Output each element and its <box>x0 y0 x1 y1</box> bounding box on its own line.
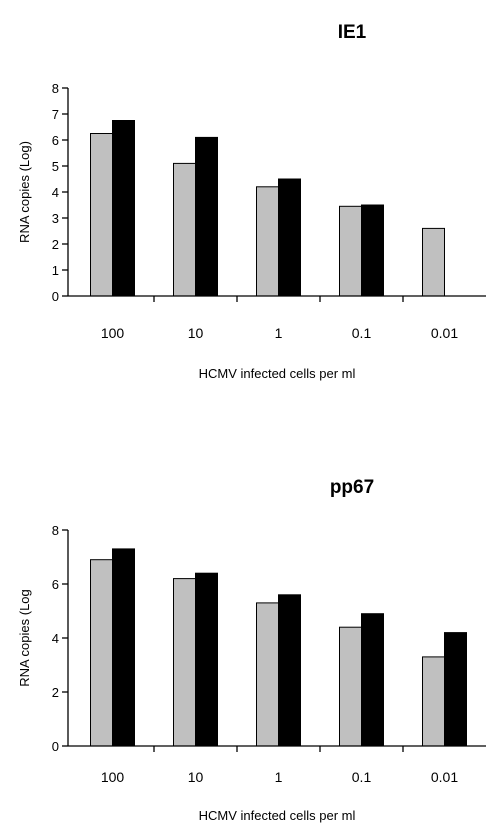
x-ticks: 100 10 1 0.1 0.01 <box>68 745 486 785</box>
y-tick-label: 6 <box>52 577 59 592</box>
chart-pp67: pp67 RNA copies (Log HCMV infected cells… <box>17 477 486 823</box>
y-tick-label: 4 <box>52 631 59 646</box>
x-axis-label: HCMV infected cells per ml <box>199 366 356 381</box>
bars <box>90 548 467 747</box>
bar <box>361 613 384 747</box>
bar <box>90 133 113 297</box>
y-tick-label: 8 <box>52 81 59 96</box>
y-tick-label: 0 <box>52 289 59 304</box>
chart-title: pp67 <box>330 477 374 498</box>
bar <box>112 548 135 747</box>
x-tick-label: 10 <box>188 325 204 341</box>
y-tick-label: 5 <box>52 159 59 174</box>
x-tick-label: 0.01 <box>431 769 458 785</box>
y-tick-label: 7 <box>52 107 59 122</box>
bar <box>278 594 301 747</box>
x-axis-label: HCMV infected cells per ml <box>199 808 356 823</box>
bar <box>339 626 362 747</box>
bar <box>173 162 196 297</box>
bar <box>339 205 362 297</box>
bar <box>444 632 467 747</box>
y-ticks: 0 1 2 3 4 5 6 7 8 <box>52 81 69 304</box>
y-tick-label: 8 <box>52 523 59 538</box>
bars <box>90 120 445 297</box>
bar <box>278 178 301 297</box>
bar <box>112 120 135 297</box>
bar <box>195 572 218 747</box>
bar <box>422 227 445 297</box>
x-tick-label: 1 <box>275 325 283 341</box>
bar <box>173 578 196 747</box>
y-tick-label: 2 <box>52 237 59 252</box>
bar <box>361 204 384 297</box>
bar <box>90 559 113 747</box>
y-axis-label: RNA copies (Log <box>17 589 32 687</box>
x-ticks: 100 10 1 0.1 0.01 <box>68 295 486 341</box>
x-tick-label: 1 <box>275 769 283 785</box>
y-tick-label: 3 <box>52 211 59 226</box>
chart-ie1: IE1 RNA copies (Log) HCMV infected cells… <box>17 22 486 381</box>
y-tick-label: 4 <box>52 185 59 200</box>
y-tick-label: 2 <box>52 685 59 700</box>
chart-title: IE1 <box>338 22 367 43</box>
bar <box>256 602 279 747</box>
x-tick-label: 0.01 <box>431 325 458 341</box>
bar <box>195 136 218 297</box>
x-tick-label: 100 <box>101 769 125 785</box>
bar <box>422 656 445 747</box>
y-ticks: 0 2 4 6 8 <box>52 523 69 754</box>
x-tick-label: 10 <box>188 769 204 785</box>
x-tick-label: 100 <box>101 325 125 341</box>
bar <box>256 186 279 297</box>
y-tick-label: 6 <box>52 133 59 148</box>
y-tick-label: 0 <box>52 739 59 754</box>
y-tick-label: 1 <box>52 263 59 278</box>
x-tick-label: 0.1 <box>352 769 372 785</box>
x-tick-label: 0.1 <box>352 325 372 341</box>
y-axis-label: RNA copies (Log) <box>17 141 32 243</box>
